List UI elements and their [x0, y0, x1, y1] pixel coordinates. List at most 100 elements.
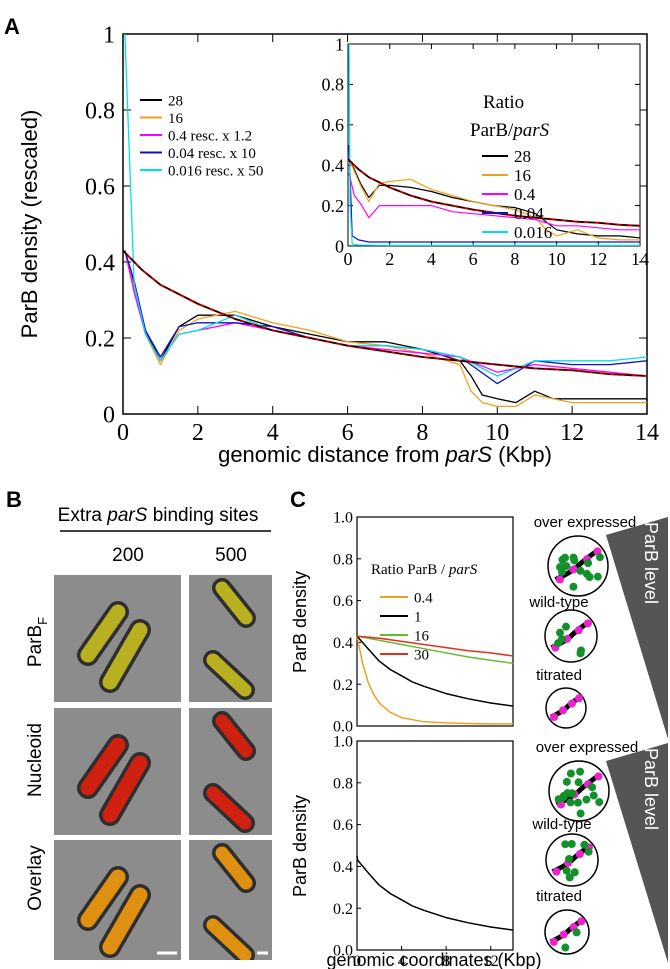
parb-dot: [574, 778, 583, 787]
parb-dot: [585, 573, 594, 582]
parb-dot: [569, 582, 578, 591]
parb-dot: [570, 868, 579, 877]
chart-c-bottom-lines: [356, 855, 514, 931]
A-main-xtick-label-1: 2: [192, 420, 204, 446]
A-inset-series-3-line: [348, 144, 640, 243]
A-inset-ytick-label-5: 1: [335, 34, 344, 54]
schematic-cell-5: [544, 909, 590, 955]
schematic-cell-3: [548, 760, 610, 822]
chart-c-bottom-ylabel: ParB density: [290, 795, 310, 897]
panel-b-header-prefix: Extra: [58, 505, 108, 526]
panel-b-row-parbf-sub: F: [35, 617, 50, 625]
micrograph-0-0: [54, 575, 181, 702]
A-main-legend-label-4: 0.016 resc. x 50: [168, 163, 263, 179]
pars-site: [552, 867, 561, 876]
parb-dot: [576, 767, 585, 776]
cell-body: [215, 846, 253, 890]
C-bottom-ytick-label-1: 0.2: [333, 901, 353, 918]
parb-dot: [561, 943, 570, 952]
chart-c-top-legend-title-italic: parS: [448, 562, 478, 578]
inset-legend-title2-prefix: ParB/: [470, 120, 514, 141]
panel-b-micrographs: Extra parS binding sites 200 500 ParBF N…: [25, 505, 272, 960]
C-bottom-xtick-label-1: 4: [398, 953, 406, 969]
A-main-ytick-label-2: 0.4: [85, 250, 115, 276]
panel-b-row-parbf-label: ParB: [25, 625, 46, 667]
pars-site: [569, 565, 578, 574]
A-inset-xtick-label-0: 0: [344, 249, 353, 269]
schem-top-label-over: over expressed: [534, 514, 637, 531]
cell-body: [206, 786, 252, 830]
pars-site: [583, 619, 592, 628]
pars-site: [574, 626, 583, 635]
C-top-legend-label-2: 16: [414, 628, 430, 644]
inset-legend-title2: ParB/parS: [470, 120, 550, 141]
A-inset-fit-dashed: [347, 158, 641, 227]
inset-legend-title2-italic: parS: [511, 120, 549, 141]
A-inset-series-2-line: [348, 173, 640, 231]
C-top-series-1-line: [356, 635, 514, 707]
A-inset-ytick-label-2: 0.4: [322, 156, 345, 176]
parb-dot: [565, 873, 574, 882]
parb-dot: [576, 809, 585, 818]
chart-a-xlabel-prefix: genomic distance from: [218, 442, 445, 467]
pars-site: [575, 850, 584, 859]
A-main-series-3-line: [124, 250, 648, 385]
chart-c-top-ticks: 0.0 0.2 0.4 0.6 0.8 1.0: [333, 510, 361, 736]
A-inset-xtick-label-2: 4: [427, 249, 436, 269]
C-top-ytick-label-5: 1.0: [333, 510, 353, 527]
chart-a-legend: 28 160.4 resc. x 1.2 0.04 resc. x 100.016 …: [140, 93, 263, 179]
cell-body: [102, 622, 148, 690]
A-main-ytick-label-5: 1: [103, 22, 115, 48]
A-inset-ytick-label-1: 0.2: [322, 196, 345, 216]
panel-b-row-overlay: Overlay: [25, 845, 46, 911]
panel-b-header-italic: parS: [106, 505, 147, 526]
parb-dot: [584, 559, 593, 568]
parb-dot: [566, 798, 575, 807]
C-top-series-3-line: [356, 635, 514, 657]
schematic-cell-4: [545, 833, 599, 887]
chart-a-frame: [122, 33, 648, 415]
C-top-ytick-label-2: 0.4: [333, 635, 353, 652]
A-main-legend-label-2: 0.4 resc. x 1.2: [168, 128, 252, 144]
parb-dot: [573, 798, 582, 807]
wedge-label-bottom: ParB level: [641, 748, 661, 830]
panel-b-header-suffix: binding sites: [147, 505, 258, 526]
A-inset-legend-label-2: 0.4: [514, 185, 536, 204]
A-main-xtick-label-0: 0: [117, 420, 129, 446]
pars-site: [559, 706, 567, 715]
parb-dot: [559, 791, 568, 800]
A-main-legend-label-0: 28: [168, 93, 183, 109]
schem-bottom-label-over: over expressed: [536, 739, 639, 756]
chart-c-top: 0.0 0.2 0.4 0.6 0.8 1.0 ParB density Ratio Pa…: [290, 510, 514, 736]
C-top-series-0-line: [356, 635, 513, 725]
C-top-ytick-label-4: 0.8: [333, 551, 353, 568]
parb-dot: [595, 553, 604, 562]
chart-a-lines: [122, 33, 648, 408]
panel-label-a: A: [4, 14, 20, 39]
pars-site: [550, 713, 558, 721]
A-main-series-2-line: [124, 250, 648, 377]
parb-dot: [556, 628, 565, 637]
inset-legend-title: Ratio: [483, 92, 524, 113]
C-top-ytick-label-0: 0.0: [333, 719, 353, 736]
parb-dot: [562, 622, 571, 631]
cell-body: [206, 653, 252, 697]
A-inset-series-4-line: [348, 43, 640, 246]
C-top-ytick-label-3: 0.6: [333, 593, 353, 610]
C-bottom-ytick-label-5: 1.0: [333, 734, 353, 751]
chart-c-bottom-ticks: 0.0 0.2 0.4 0.6 0.8 1.0 0 4 8 12: [333, 734, 499, 969]
A-main-series-0-line: [124, 250, 647, 404]
parb-dot: [589, 791, 598, 800]
parb-dot: [567, 839, 576, 848]
pars-site: [594, 772, 603, 781]
A-main-xtick-label-2: 4: [267, 420, 279, 446]
parb-dot: [568, 789, 577, 798]
parb-dot: [562, 562, 571, 571]
C-bottom-ytick-label-4: 0.8: [333, 775, 353, 792]
parb-level-wedge-bottom: [606, 743, 668, 963]
schematic-cell-1: [544, 609, 598, 663]
A-inset-xtick-label-4: 8: [510, 249, 519, 269]
panel-b-row-parbf: ParBF: [25, 617, 50, 667]
